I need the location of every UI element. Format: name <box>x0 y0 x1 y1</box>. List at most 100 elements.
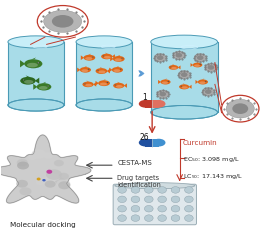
Ellipse shape <box>82 81 94 87</box>
Ellipse shape <box>115 58 122 61</box>
Polygon shape <box>124 83 127 88</box>
Polygon shape <box>76 42 132 105</box>
Ellipse shape <box>176 53 182 58</box>
Polygon shape <box>178 65 180 69</box>
Polygon shape <box>0 135 91 203</box>
Polygon shape <box>8 42 64 105</box>
Ellipse shape <box>171 187 180 193</box>
Text: 1: 1 <box>142 93 147 102</box>
FancyBboxPatch shape <box>146 139 159 146</box>
Ellipse shape <box>31 149 46 159</box>
Ellipse shape <box>158 215 167 221</box>
Ellipse shape <box>158 187 167 193</box>
Ellipse shape <box>157 55 164 60</box>
Ellipse shape <box>152 139 165 146</box>
Ellipse shape <box>16 180 28 188</box>
Polygon shape <box>105 53 108 54</box>
Ellipse shape <box>46 173 55 178</box>
Polygon shape <box>164 79 167 80</box>
FancyBboxPatch shape <box>113 184 196 225</box>
Ellipse shape <box>139 139 152 146</box>
Polygon shape <box>33 84 37 90</box>
Ellipse shape <box>179 84 189 89</box>
Ellipse shape <box>28 154 37 160</box>
Ellipse shape <box>100 82 107 86</box>
Polygon shape <box>35 78 39 84</box>
Polygon shape <box>197 62 199 63</box>
Ellipse shape <box>98 71 105 73</box>
Ellipse shape <box>114 69 120 72</box>
Ellipse shape <box>58 181 70 189</box>
Text: LC$_{50}$: 17.143 mg/L: LC$_{50}$: 17.143 mg/L <box>183 172 243 181</box>
Ellipse shape <box>27 63 38 67</box>
Ellipse shape <box>118 215 126 221</box>
Polygon shape <box>151 42 218 112</box>
Ellipse shape <box>151 35 218 49</box>
Ellipse shape <box>194 54 206 62</box>
Ellipse shape <box>200 64 201 65</box>
Polygon shape <box>100 67 102 68</box>
Polygon shape <box>31 58 36 59</box>
Polygon shape <box>86 81 89 82</box>
Ellipse shape <box>38 62 39 63</box>
Ellipse shape <box>144 205 153 212</box>
Ellipse shape <box>185 196 193 203</box>
Ellipse shape <box>158 205 167 212</box>
Ellipse shape <box>85 57 92 60</box>
Ellipse shape <box>198 80 208 84</box>
Polygon shape <box>84 66 87 67</box>
Polygon shape <box>189 85 192 89</box>
Polygon shape <box>158 80 161 84</box>
Ellipse shape <box>56 179 70 189</box>
Ellipse shape <box>113 83 124 88</box>
Ellipse shape <box>44 10 82 32</box>
Ellipse shape <box>152 100 165 108</box>
Ellipse shape <box>76 36 132 48</box>
Ellipse shape <box>20 77 36 85</box>
Ellipse shape <box>43 152 53 159</box>
Ellipse shape <box>144 215 153 221</box>
Ellipse shape <box>120 69 121 70</box>
Ellipse shape <box>144 187 153 193</box>
Ellipse shape <box>199 81 206 84</box>
Ellipse shape <box>46 169 62 180</box>
Ellipse shape <box>98 80 110 86</box>
Ellipse shape <box>46 170 52 174</box>
Ellipse shape <box>162 81 168 84</box>
Ellipse shape <box>193 62 202 67</box>
Polygon shape <box>88 54 91 55</box>
Ellipse shape <box>39 62 40 63</box>
Polygon shape <box>116 66 119 67</box>
Polygon shape <box>95 81 99 86</box>
FancyBboxPatch shape <box>152 139 159 146</box>
Ellipse shape <box>45 181 56 188</box>
Text: Curcumin: Curcumin <box>183 140 217 146</box>
Ellipse shape <box>37 178 41 181</box>
Polygon shape <box>103 79 106 80</box>
Ellipse shape <box>24 59 43 68</box>
Ellipse shape <box>76 99 132 111</box>
FancyBboxPatch shape <box>152 100 159 108</box>
Polygon shape <box>118 55 121 56</box>
Ellipse shape <box>85 84 92 87</box>
Ellipse shape <box>52 15 73 28</box>
Ellipse shape <box>88 69 89 70</box>
Ellipse shape <box>205 89 211 94</box>
Ellipse shape <box>82 69 88 72</box>
Ellipse shape <box>185 187 193 193</box>
Ellipse shape <box>181 72 187 77</box>
Text: Drug targets
identification: Drug targets identification <box>118 175 161 188</box>
Ellipse shape <box>118 196 126 203</box>
Polygon shape <box>117 82 120 83</box>
Ellipse shape <box>154 54 166 62</box>
Ellipse shape <box>182 86 188 89</box>
Ellipse shape <box>181 86 182 87</box>
Ellipse shape <box>23 79 24 81</box>
Ellipse shape <box>185 215 193 221</box>
Ellipse shape <box>173 51 185 59</box>
Ellipse shape <box>45 176 56 183</box>
Polygon shape <box>77 68 80 72</box>
Ellipse shape <box>171 215 180 221</box>
Ellipse shape <box>131 196 140 203</box>
Ellipse shape <box>84 83 85 84</box>
